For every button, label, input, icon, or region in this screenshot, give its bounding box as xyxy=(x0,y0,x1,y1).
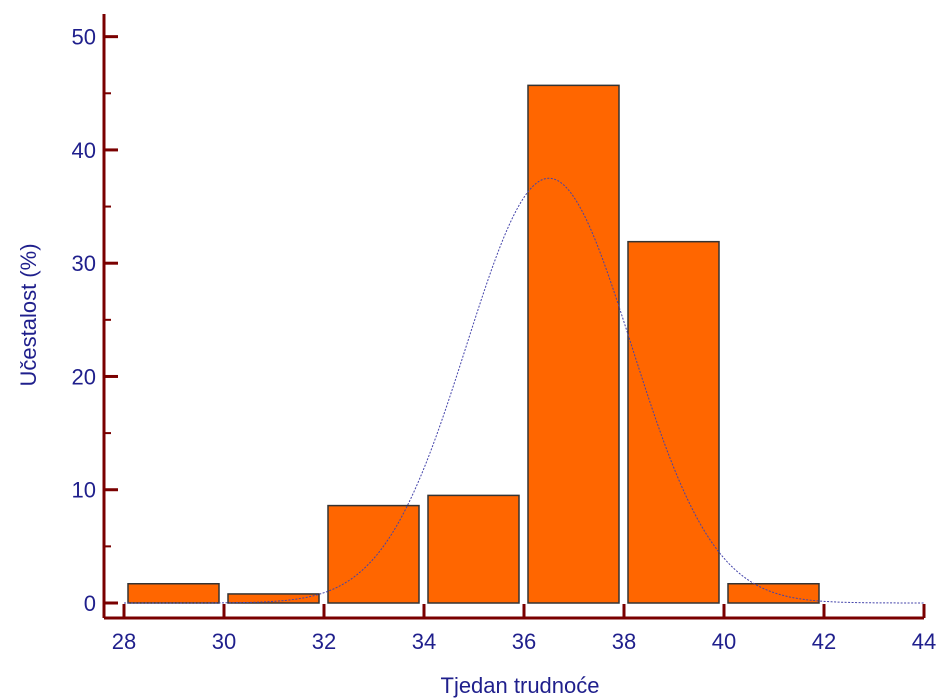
bar-4 xyxy=(527,84,620,604)
y-tick-label-0: 0 xyxy=(84,591,96,616)
y-tick-label-1: 10 xyxy=(72,478,96,503)
y-tick-label-5: 50 xyxy=(72,25,96,50)
x-tick-label-7: 42 xyxy=(812,629,836,654)
x-tick-label-6: 40 xyxy=(712,629,736,654)
y-tick-label-4: 40 xyxy=(72,138,96,163)
y-tick-label-2: 20 xyxy=(72,364,96,389)
bar-2 xyxy=(327,504,420,604)
x-tick-label-0: 28 xyxy=(112,629,136,654)
x-tick-label-2: 32 xyxy=(312,629,336,654)
normal-curve xyxy=(124,177,925,604)
x-tick-label-4: 36 xyxy=(512,629,536,654)
x-tick-label-5: 38 xyxy=(612,629,636,654)
x-ticks-group: 28 30 32 34 36 38 40 42 44 xyxy=(112,604,936,654)
x-axis-label: Tjedan trudnoće xyxy=(441,673,600,698)
bar-3 xyxy=(427,494,520,604)
x-tick-label-3: 34 xyxy=(412,629,436,654)
bars-group xyxy=(127,84,820,604)
bar-1 xyxy=(227,593,320,604)
bar-6 xyxy=(727,582,820,604)
y-tick-label-3: 30 xyxy=(72,251,96,276)
axes-group xyxy=(102,14,924,620)
x-tick-label-1: 30 xyxy=(212,629,236,654)
bar-0 xyxy=(127,582,220,604)
bar-5 xyxy=(627,240,720,604)
x-tick-label-8: 44 xyxy=(912,629,936,654)
y-ticks-group: 0 10 20 30 40 50 xyxy=(72,25,118,616)
y-axis-label: Učestalost (%) xyxy=(16,243,41,386)
